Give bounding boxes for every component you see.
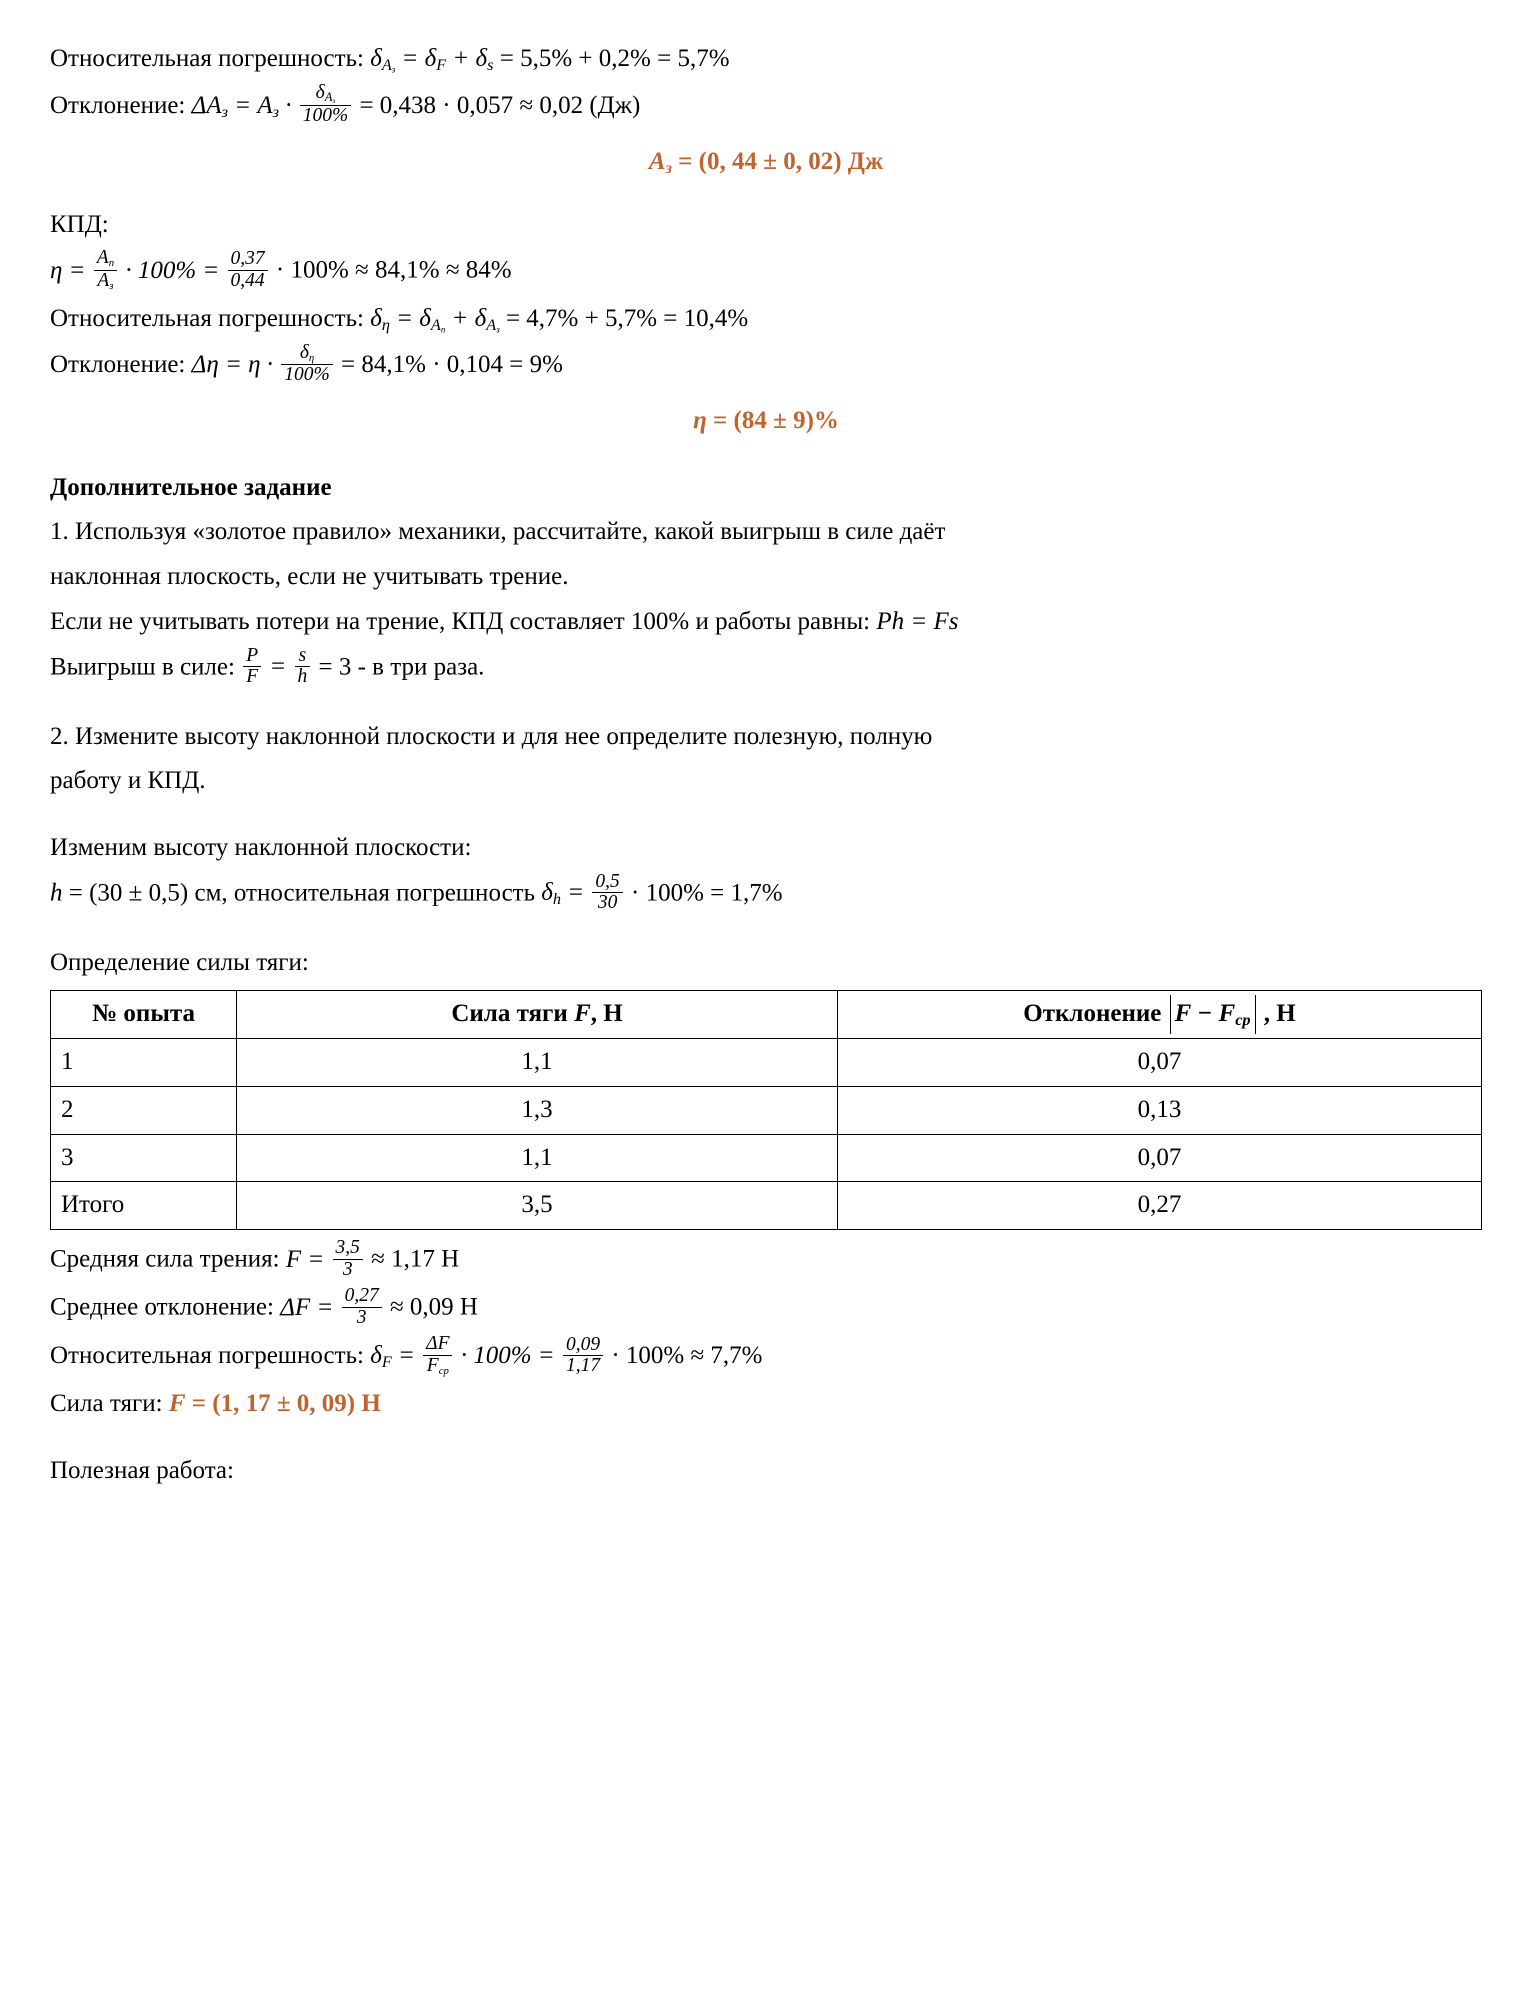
q2-line1: 2. Измените высоту наклонной плоскости и… — [50, 718, 1482, 757]
label: Отклонение: — [50, 92, 185, 119]
q2-line2: работу и КПД. — [50, 762, 1482, 801]
rel-err-eta: Относительная погрешность: δη = δAп + δA… — [50, 300, 1482, 339]
det-force-label: Определение силы тяги: — [50, 944, 1482, 983]
value: = 0,438 · 0,057 ≈ 0,02 (Дж) — [359, 92, 640, 119]
q1-line1: 1. Используя «золотое правило» механики,… — [50, 513, 1482, 552]
col-num: № опыта — [51, 991, 237, 1039]
q1-expl: Если не учитывать потери на трение, КПД … — [50, 603, 1482, 642]
change-h-label: Изменим высоту наклонной плоскости: — [50, 829, 1482, 868]
result-A3: Aз = (0, 44 ± 0, 02) Дж — [50, 143, 1482, 182]
extra-heading: Дополнительное задание — [50, 469, 1482, 508]
label: Относительная погрешность: — [50, 45, 364, 72]
col-force: Сила тяги F, Н — [237, 991, 838, 1039]
result-eta: η = (84 ± 9)% — [50, 402, 1482, 441]
table-row: 1 1,1 0,07 — [51, 1039, 1482, 1087]
eta-calc: η = Aп Aз · 100% = 0,37 0,44 · 100% ≈ 84… — [50, 250, 1482, 294]
gain: Выигрыш в силе: P F = s h = 3 - в три ра… — [50, 648, 1482, 690]
value: = 5,5% + 0,2% = 5,7% — [500, 45, 730, 72]
kpd-label: КПД: — [50, 206, 1482, 245]
table-total: Итого 3,5 0,27 — [51, 1182, 1482, 1230]
avg-friction: Средняя сила трения: F = 3,5 3 ≈ 1,17 Н — [50, 1240, 1482, 1282]
rel-err-A3: Относительная погрешность: δAз = δF + δs… — [50, 40, 1482, 79]
rel-err-F: Относительная погрешность: δF = ΔF Fср ·… — [50, 1336, 1482, 1379]
dev-A3: Отклонение: ΔAз = Aз · δAз 100% = 0,438 … — [50, 85, 1482, 129]
dev-eta: Отклонение: Δη = η · δη 100% = 84,1% · 0… — [50, 345, 1482, 388]
delta: δ — [370, 45, 382, 72]
F-result: Сила тяги: F = (1, 17 ± 0, 09) Н — [50, 1385, 1482, 1424]
h-value: h = (30 ± 0,5) см, относительная погрешн… — [50, 874, 1482, 916]
useful-work-label: Полезная работа: — [50, 1452, 1482, 1491]
avg-dev: Среднее отклонение: ΔF = 0,27 3 ≈ 0,09 Н — [50, 1288, 1482, 1330]
force-table: № опыта Сила тяги F, Н Отклонение F − Fс… — [50, 990, 1482, 1230]
q1-line2: наклонная плоскость, если не учитывать т… — [50, 558, 1482, 597]
table-header: № опыта Сила тяги F, Н Отклонение F − Fс… — [51, 991, 1482, 1039]
table-row: 3 1,1 0,07 — [51, 1134, 1482, 1182]
col-dev: Отклонение F − Fср , Н — [838, 991, 1482, 1039]
table-row: 2 1,3 0,13 — [51, 1086, 1482, 1134]
